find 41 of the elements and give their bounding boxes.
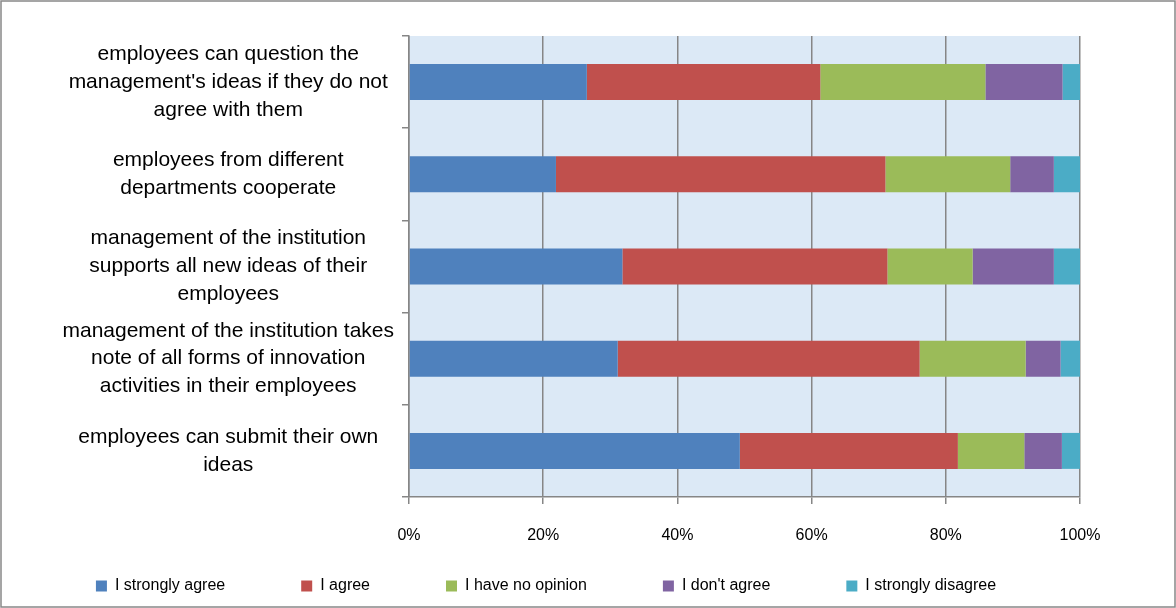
bar bbox=[555, 156, 886, 193]
bar bbox=[1025, 340, 1061, 377]
legend-label: I strongly agree bbox=[114, 576, 226, 594]
y-tick-label: employees can question the management's ideas if they do not agree with them bbox=[68, 40, 388, 120]
bar bbox=[622, 248, 888, 285]
y-tick-label: management of the institution takes note of all forms of innovation activities in their employees bbox=[62, 317, 394, 397]
legend-label: I strongly disagree bbox=[865, 576, 997, 594]
bar bbox=[1024, 432, 1062, 469]
bar bbox=[885, 156, 1011, 193]
bar bbox=[1053, 156, 1080, 193]
bar bbox=[1053, 248, 1080, 285]
x-tick-label: 0% bbox=[397, 526, 421, 544]
y-tick-label: employees can submit their own ideas bbox=[78, 423, 379, 475]
x-tick-label: 20% bbox=[527, 526, 560, 544]
y-tick-label: employees from different departments cooperate bbox=[112, 147, 344, 199]
x-tick-label: 100% bbox=[1059, 526, 1101, 544]
bar bbox=[1062, 64, 1080, 101]
bar bbox=[919, 340, 1026, 377]
y-tick-label: management of the institution supports all new ideas of their employees bbox=[89, 225, 368, 305]
bar bbox=[1010, 156, 1054, 193]
bar bbox=[1060, 340, 1080, 377]
bar bbox=[409, 248, 623, 285]
bar bbox=[1061, 432, 1080, 469]
legend-label: I have no opinion bbox=[465, 576, 587, 594]
bar bbox=[409, 432, 740, 469]
bar bbox=[409, 156, 556, 193]
legend-label: I don't agree bbox=[681, 576, 771, 594]
bar bbox=[887, 248, 973, 285]
bar bbox=[739, 432, 958, 469]
bar bbox=[972, 248, 1054, 285]
x-tick-label: 60% bbox=[795, 526, 828, 544]
bar bbox=[586, 64, 821, 101]
bar bbox=[617, 340, 920, 377]
x-tick-label: 40% bbox=[661, 526, 694, 544]
legend-label: I agree bbox=[320, 576, 371, 594]
x-tick-label: 80% bbox=[929, 526, 962, 544]
bar bbox=[409, 64, 587, 101]
bar bbox=[820, 64, 986, 101]
bar bbox=[957, 432, 1025, 469]
bar bbox=[985, 64, 1063, 101]
bar bbox=[409, 340, 618, 377]
